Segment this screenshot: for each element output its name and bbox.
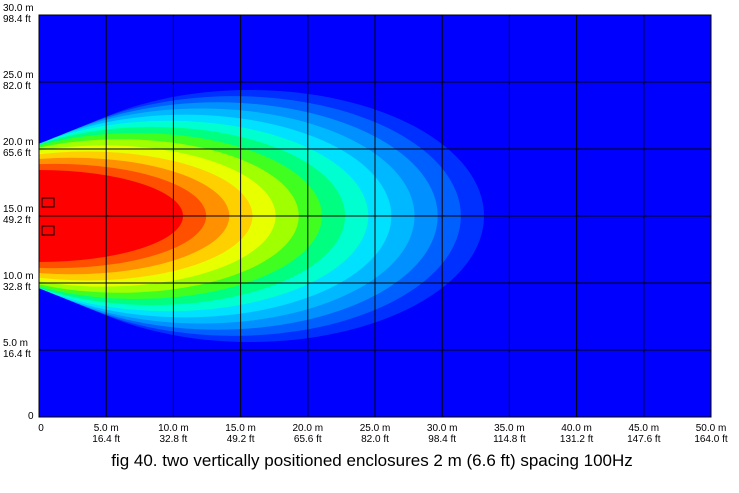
y-tick-label: 30.0 m xyxy=(3,3,34,14)
x-tick-label: 5.0 m xyxy=(94,423,119,434)
y-tick-label-ft: 16.4 ft xyxy=(3,349,31,360)
y-tick-label-ft: 98.4 ft xyxy=(3,14,31,25)
plot-border xyxy=(38,14,712,418)
y-tick-label: 0 xyxy=(28,411,34,422)
x-tick-label: 0 xyxy=(38,423,44,434)
x-tick-label: 15.0 m xyxy=(225,423,256,434)
x-tick-label: 10.0 m xyxy=(158,423,189,434)
x-tick-label: 35.0 m xyxy=(494,423,525,434)
y-tick-label: 10.0 m xyxy=(3,271,34,282)
x-tick-label-ft: 131.2 ft xyxy=(560,434,594,445)
x-tick-label-ft: 114.8 ft xyxy=(493,434,526,445)
y-tick-label: 15.0 m xyxy=(3,204,34,215)
enclosure xyxy=(41,225,55,236)
y-tick-label: 25.0 m xyxy=(3,70,34,81)
x-tick-label: 20.0 m xyxy=(293,423,324,434)
y-tick-label: 5.0 m xyxy=(3,338,28,349)
field xyxy=(39,90,484,342)
x-tick-label: 45.0 m xyxy=(629,423,660,434)
x-tick-label-ft: 82.0 ft xyxy=(361,434,389,445)
caption: fig 40. two vertically positioned enclos… xyxy=(111,451,633,470)
y-tick-label-ft: 32.8 ft xyxy=(3,282,31,293)
y-tick-label-ft: 82.0 ft xyxy=(3,81,31,92)
enclosure xyxy=(41,197,55,208)
x-tick-label-ft: 32.8 ft xyxy=(159,434,187,445)
x-tick-label: 25.0 m xyxy=(360,423,391,434)
x-tick-label: 40.0 m xyxy=(561,423,592,434)
x-tick-label-ft: 98.4 ft xyxy=(428,434,456,445)
y-tick-label-ft: 65.6 ft xyxy=(3,148,31,159)
x-tick-label-ft: 147.6 ft xyxy=(627,434,661,445)
x-tick-label-ft: 65.6 ft xyxy=(294,434,322,445)
x-tick-label-ft: 16.4 ft xyxy=(92,434,120,445)
y-tick-label-ft: 49.2 ft xyxy=(3,215,31,226)
x-tick-label-ft: 49.2 ft xyxy=(227,434,255,445)
y-tick-label: 20.0 m xyxy=(3,137,34,148)
x-tick-label: 50.0 m xyxy=(696,423,727,434)
x-tick-label-ft: 164.0 ft xyxy=(694,434,728,445)
x-tick-label: 30.0 m xyxy=(427,423,458,434)
